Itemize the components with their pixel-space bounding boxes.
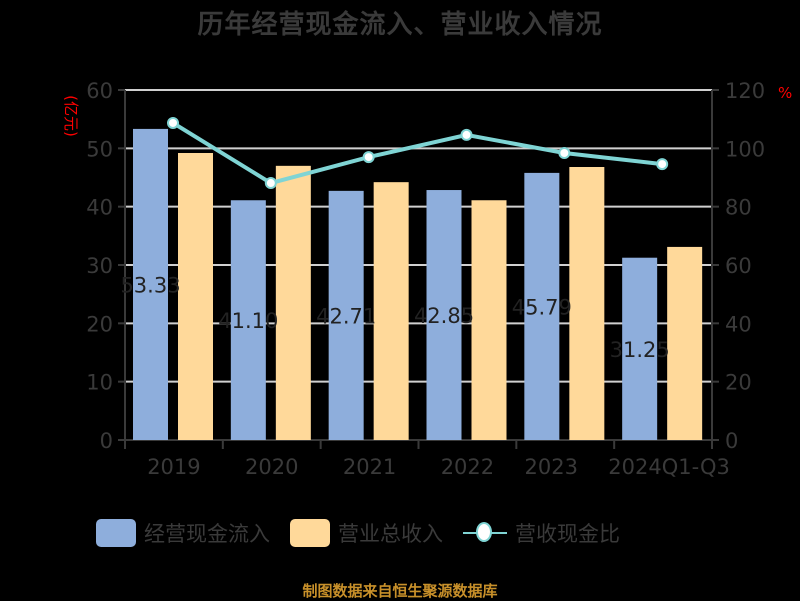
revenue-swatch-icon [290, 519, 330, 547]
x-tick-label: 2023 [525, 455, 578, 479]
legend-label: 营业总收入 [338, 522, 443, 546]
ratio-point[interactable] [362, 151, 375, 164]
y2-tick-label: 20 [725, 371, 752, 395]
right-unit-label: % [778, 84, 792, 102]
y2-tick-label: 120 [725, 79, 765, 103]
bar-revenue[interactable] [178, 153, 213, 440]
chart-title: 历年经营现金流入、营业收入情况 [197, 10, 603, 40]
y-tick-label: 40 [86, 196, 113, 220]
y2-tick-label: 0 [725, 429, 738, 453]
bar-cash-inflow[interactable] [622, 257, 658, 440]
bar-revenue[interactable] [373, 182, 409, 440]
legend-item-ratio[interactable]: 营收现金比 [463, 518, 620, 548]
ratio-point[interactable] [264, 177, 277, 190]
data-label: 41.10 [218, 309, 278, 333]
ratio-line [171, 121, 663, 186]
data-label: 42.85 [414, 304, 474, 328]
left-unit-label: (亿元) [62, 95, 80, 137]
bar-cash-inflow[interactable] [524, 172, 560, 440]
data-label: 53.33 [120, 273, 180, 297]
legend: 经营现金流入 营业总收入 营收现金比 [96, 518, 640, 548]
bar-cash-inflow[interactable] [328, 190, 364, 440]
ratio-point[interactable] [167, 116, 179, 129]
y-tick-label: 50 [86, 137, 113, 161]
y2-tick-label: 40 [725, 312, 752, 336]
x-tick-label: 2019 [147, 455, 200, 479]
ratio-point[interactable] [656, 158, 669, 171]
legend-label: 营收现金比 [515, 522, 620, 546]
y-tick-label: 60 [86, 79, 113, 103]
legend-item-cash-inflow[interactable]: 经营现金流入 [96, 518, 270, 548]
source-note: 制图数据来自恒生聚源数据库 [302, 582, 498, 600]
y2-tick-label: 80 [725, 196, 752, 220]
x-tick-label: 2020 [245, 455, 298, 479]
bar-cash-inflow[interactable] [133, 128, 168, 441]
y-tick-label: 20 [86, 312, 113, 336]
line-marker-icon [463, 519, 507, 547]
bar-cash-inflow[interactable] [426, 190, 462, 440]
y2-tick-label: 100 [725, 137, 765, 161]
x-tick-label: 2024Q1-Q3 [608, 455, 730, 479]
bar-revenue[interactable] [275, 165, 311, 441]
data-label: 42.71 [316, 304, 376, 328]
data-label: 45.79 [512, 295, 572, 319]
cash-inflow-swatch-icon [96, 519, 136, 547]
y-tick-label: 30 [86, 254, 113, 278]
x-tick-label: 2022 [441, 455, 494, 479]
data-label: 31.25 [610, 338, 670, 362]
bar-revenue[interactable] [667, 246, 703, 440]
y2-tick-label: 60 [725, 254, 752, 278]
bar-revenue[interactable] [471, 200, 507, 440]
legend-item-revenue[interactable]: 营业总收入 [290, 518, 443, 548]
y-tick-label: 0 [100, 429, 113, 453]
bar-revenue[interactable] [569, 167, 605, 440]
ratio-point[interactable] [558, 147, 571, 159]
y-tick-label: 10 [86, 371, 113, 395]
bar-cash-inflow[interactable] [230, 200, 266, 440]
x-tick-label: 2021 [343, 455, 396, 479]
legend-label: 经营现金流入 [144, 522, 270, 546]
ratio-point[interactable] [460, 128, 473, 141]
